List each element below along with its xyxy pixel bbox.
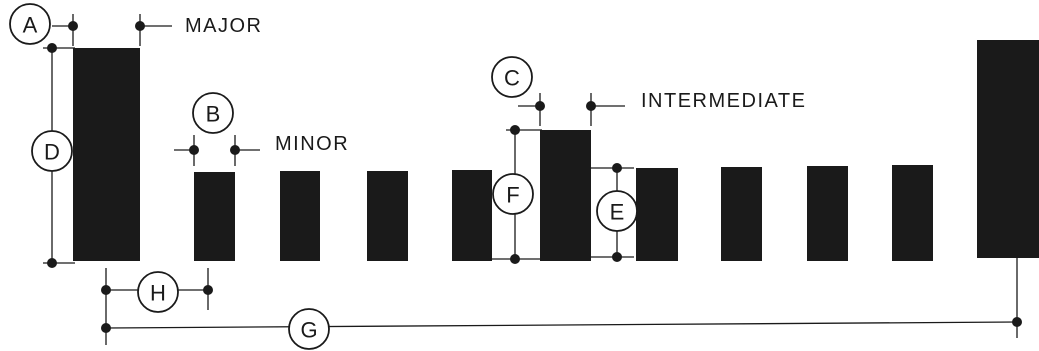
minor-bar-7 bbox=[807, 166, 848, 261]
dimension-d: D bbox=[31, 43, 75, 268]
dimension-d-bubble bbox=[31, 130, 73, 172]
dimension-g-right-dot bbox=[1012, 317, 1022, 327]
minor-caption: MINOR bbox=[275, 133, 349, 155]
major-bar-left bbox=[73, 48, 140, 261]
dimension-g-left-dot bbox=[101, 323, 111, 333]
dimension-h: H bbox=[101, 268, 213, 313]
dimension-a-left-dot bbox=[68, 21, 78, 31]
dimension-f-top-dot bbox=[510, 125, 520, 135]
dimension-h-label: H bbox=[150, 281, 166, 306]
dimension-b-label: B bbox=[206, 102, 221, 127]
dimension-d-top-dot bbox=[47, 43, 57, 53]
dimension-h-left-dot bbox=[101, 285, 111, 295]
major-caption: MAJOR bbox=[185, 15, 263, 37]
dimension-d-label: D bbox=[44, 140, 60, 165]
dimension-e-bottom-dot bbox=[612, 252, 622, 262]
dimension-f-label: F bbox=[506, 183, 519, 208]
minor-bar-2 bbox=[280, 171, 320, 261]
dimension-f-bubble bbox=[492, 173, 534, 215]
minor-bar-4 bbox=[452, 170, 492, 261]
dimension-g-line bbox=[105, 321, 1018, 329]
minor-bar-8 bbox=[892, 165, 933, 261]
dimension-h-right-dot bbox=[203, 285, 213, 295]
minor-bar-6 bbox=[721, 167, 762, 261]
dimension-g: G bbox=[101, 258, 1022, 350]
dimension-e-top-dot bbox=[612, 163, 622, 173]
dimension-d-bottom-dot bbox=[47, 258, 57, 268]
dimension-c-label: C bbox=[504, 66, 520, 91]
intermediate-bar bbox=[540, 130, 591, 261]
minor-bar-3 bbox=[367, 171, 408, 261]
minor-bar-1 bbox=[194, 172, 235, 261]
dimension-b-right-dot bbox=[230, 145, 240, 155]
bars bbox=[73, 40, 1039, 261]
dimension-f: F bbox=[492, 125, 542, 264]
dimension-e-bubble bbox=[596, 190, 638, 232]
dimension-a-label: A bbox=[23, 13, 38, 38]
dimension-a-right-dot bbox=[135, 21, 145, 31]
dimension-g-label: G bbox=[300, 318, 317, 343]
dimension-b-bubble bbox=[192, 92, 234, 134]
major-bar-right bbox=[977, 40, 1039, 258]
dimension-c: C bbox=[491, 56, 625, 126]
dimension-h-bubble bbox=[137, 271, 179, 313]
intermediate-caption: INTERMEDIATE bbox=[641, 90, 806, 112]
dimension-b-left-dot bbox=[189, 145, 199, 155]
dimension-c-right-dot bbox=[586, 101, 596, 111]
dimension-b: B bbox=[174, 92, 260, 166]
dimension-a: A bbox=[9, 3, 172, 46]
dimension-g-bubble bbox=[288, 308, 330, 350]
dimension-e-label: E bbox=[610, 200, 625, 225]
dimension-e: E bbox=[591, 163, 638, 262]
dimension-a-bubble bbox=[9, 3, 51, 45]
dimension-c-left-dot bbox=[535, 101, 545, 111]
dimension-f-bottom-dot bbox=[510, 254, 520, 264]
minor-bar-5 bbox=[636, 168, 678, 261]
dimension-c-bubble bbox=[491, 56, 533, 98]
